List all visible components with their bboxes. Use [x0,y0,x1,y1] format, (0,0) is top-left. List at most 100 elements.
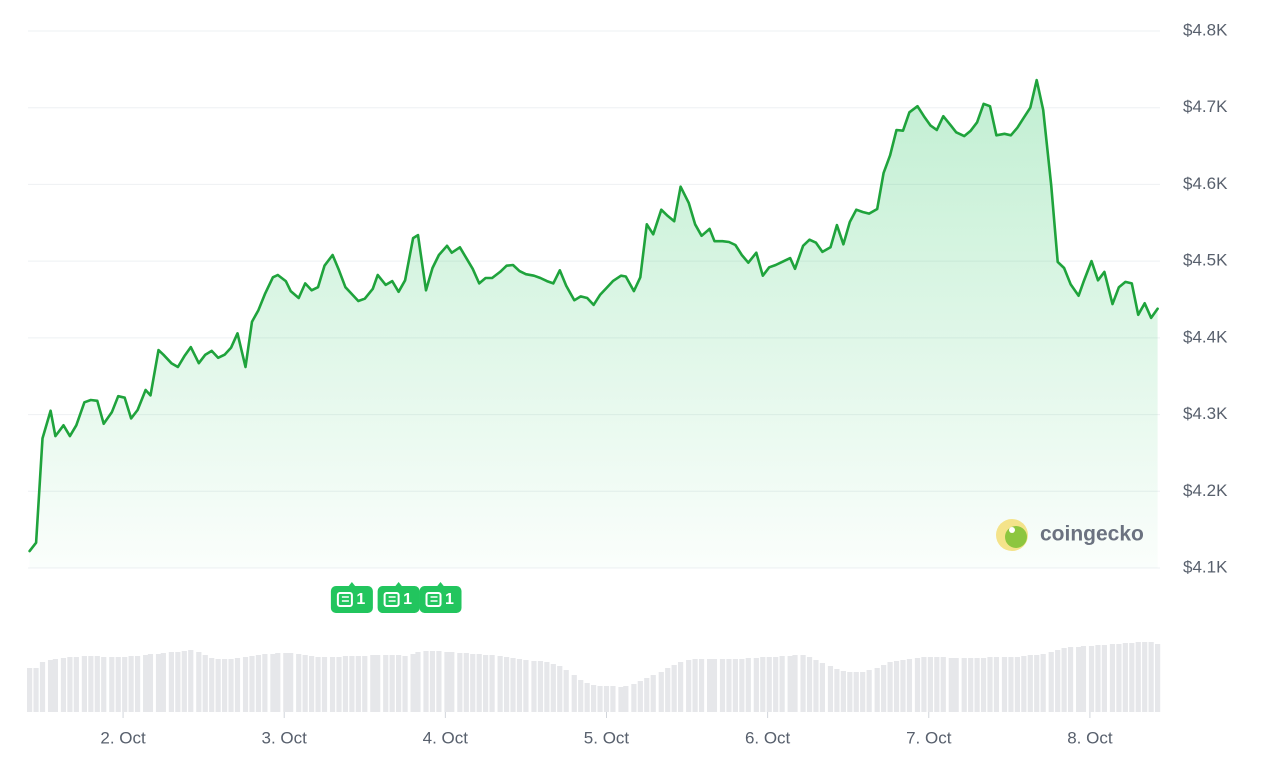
volume-bar [370,655,376,712]
y-tick-label: $4.4K [1183,327,1228,346]
volume-bar [1008,657,1014,712]
volume-bar [644,678,650,712]
volume-bar [906,659,913,712]
volume-bar [196,652,202,712]
volume-bar [800,655,806,712]
axis-labels: $4.1K $4.2K $4.3K $4.4K $4.5K $4.6K $4.7K $4.8K… [100,20,1228,747]
plot [28,78,1159,568]
volume-bar [1109,644,1116,712]
volume-bar [1148,642,1154,712]
volume-bar [94,656,100,712]
volume-bar [881,665,887,712]
volume-bar [523,660,529,712]
watermark-text: coingecko [1040,523,1144,546]
volume-bar [342,656,349,712]
volume-bar [128,656,134,712]
volume-bar [658,672,664,712]
news-icon [425,592,442,607]
volume-bar [262,654,268,712]
volume-bar [1021,656,1027,712]
volume-bar [489,655,495,712]
volume-bar [221,659,228,712]
volume-bar [537,661,544,712]
volume-bar [961,658,967,712]
volume-bar [1122,643,1128,712]
annotations: 1 1 1 [330,582,462,613]
volume-bar [853,672,859,712]
volume-bar [610,686,616,712]
volume-bar [866,670,872,712]
volume-bar [155,654,162,712]
news-icon [336,592,353,607]
volume-bar [827,666,834,712]
volume-bar [732,659,738,712]
volume-bar [1027,655,1033,712]
volume-bar [893,661,900,712]
volume-bar [483,655,489,712]
volume-bar [383,655,389,712]
volume-bar [315,657,321,712]
volume-bar [88,656,94,712]
volume-bar [39,662,46,712]
volume-bar [766,657,772,712]
watermark: coingecko [996,519,1144,551]
news-count: 1 [356,591,365,608]
volume-bar [745,658,751,712]
volume-bar [686,660,692,712]
volume-bar [948,658,954,712]
x-tick-label: 8. Oct [1067,728,1113,747]
volume-bar [296,654,302,712]
volume-bar [510,658,516,712]
volume-bar [27,668,33,712]
volume-bar [968,658,974,712]
volume-bar [168,652,175,712]
volume-bar [47,660,54,712]
y-tick-label: $4.7K [1183,97,1228,116]
volume-bar [355,656,361,712]
volume-bar [1095,645,1101,712]
volume-bar [396,655,402,712]
volume-bar [33,668,39,712]
y-tick-label: $4.8K [1183,20,1228,39]
volume-bar [1040,654,1046,712]
volume-bar [806,657,813,712]
x-tick-label: 5. Oct [584,728,630,747]
volume-bar [953,658,959,712]
volume-bar [819,663,826,712]
y-tick-label: $4.1K [1183,557,1228,576]
volume-bar [1129,643,1135,712]
volume-bar [650,675,656,712]
volume-bar [531,661,537,712]
volume-bar [375,655,381,712]
volume-bar [707,659,713,712]
volume-bar [834,669,840,712]
volume-bar [1034,655,1040,712]
volume-bar [81,656,87,712]
volume-bar [429,651,436,712]
volume-bar [444,652,450,712]
volume-bar [874,668,880,712]
volume-bar [1048,652,1054,712]
volume-bar [288,653,294,712]
volume-bar [1101,645,1108,712]
volume-bar [900,660,906,712]
volume-bar [1055,650,1061,712]
volume-bar [67,657,73,712]
volume-bar [550,664,556,712]
volume-bar [603,686,610,712]
volume-bar [787,656,793,712]
volume-bar [302,655,308,712]
volume-bar [631,684,637,712]
volume-bar [309,656,315,712]
volume-bar [234,658,241,712]
volume-bar [987,657,993,712]
volume-bar [476,654,482,712]
volume-bar [665,668,671,712]
volume-bar [101,657,107,712]
volume-bar [147,654,154,712]
volume-bar [115,657,121,712]
volume-bar [980,658,987,712]
volume-bar [321,657,328,712]
